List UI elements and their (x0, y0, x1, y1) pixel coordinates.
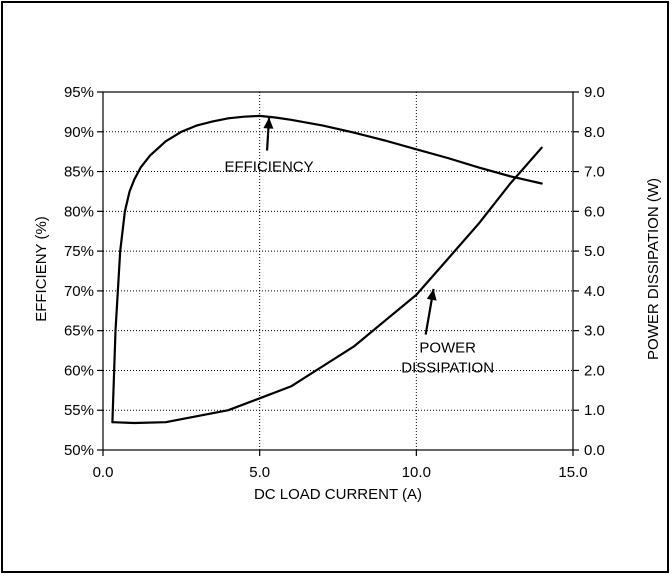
y-left-tick-label-1: 55% (64, 402, 94, 419)
axis-ticks: 50% 55% 60% 65% 70% 75% 80% 85% 90% 95% 0.0 1.0 2.0 3… (64, 84, 605, 481)
y-right-tick-label-2: 2.0 (584, 362, 605, 379)
y-right-tick-label-7: 7.0 (584, 164, 605, 181)
annotation-layer: EFFICIENCY POWER DISSIPATION (224, 117, 494, 377)
y-left-tick-label-5: 75% (64, 243, 94, 260)
series-line-efficiency (111, 114, 543, 424)
series-layer (111, 114, 543, 425)
grid-lines (103, 92, 573, 450)
plot-border (102, 91, 574, 451)
y-right-tick-label-1: 1.0 (584, 402, 605, 419)
x-tick-label-1: 5.0 (249, 464, 270, 481)
y-left-tick-label-6: 80% (64, 203, 94, 220)
y-right-tick-label-0: 0.0 (584, 442, 605, 459)
y-left-tick-label-0: 50% (64, 442, 94, 459)
y-right-tick-label-9: 9.0 (584, 84, 605, 101)
y-left-tick-label-3: 65% (64, 323, 94, 340)
annotation-1-line-1: DISSIPATION (401, 360, 494, 377)
y-left-tick-label-9: 95% (64, 84, 94, 101)
annotation-1-line-0: POWER (419, 340, 476, 357)
y-right-tick-label-4: 4.0 (584, 283, 605, 300)
x-axis-label: DC LOAD CURRENT (A) (254, 486, 422, 503)
annotation-1-arrow-head (426, 288, 437, 301)
series-line-power-dissipation (111, 146, 543, 425)
annotation-0-line-0: EFFICIENCY (224, 159, 313, 176)
y-right-tick-label-3: 3.0 (584, 323, 605, 340)
x-tick-label-2: 10.0 (402, 464, 431, 481)
y-right-tick-label-8: 8.0 (584, 124, 605, 141)
y-right-tick-label-6: 6.0 (584, 203, 605, 220)
x-tick-label-0: 0.0 (93, 464, 114, 481)
y-left-tick-label-2: 60% (64, 362, 94, 379)
annotation-0-arrow-head (263, 117, 274, 129)
y-right-tick-label-5: 5.0 (584, 243, 605, 260)
plot-area (102, 91, 574, 451)
y-left-tick-label-7: 85% (64, 164, 94, 181)
y-left-tick-label-8: 90% (64, 124, 94, 141)
y-left-tick-label-4: 70% (64, 283, 94, 300)
y-axis-left-label: EFFICIENY (%) (33, 216, 50, 322)
x-tick-label-3: 15.0 (558, 464, 587, 481)
y-axis-right-label: POWER DISSIPATION (W) (645, 178, 662, 360)
